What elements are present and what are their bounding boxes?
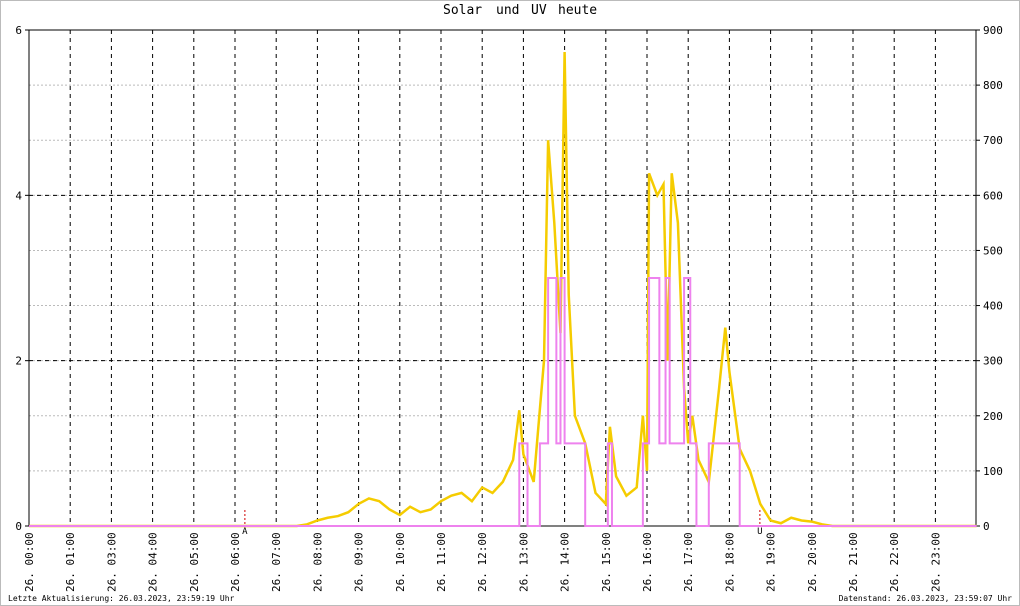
x-tick-label: 26. 20:00: [806, 532, 819, 592]
x-tick-label: 26. 16:00: [641, 532, 654, 592]
x-tick-label: 26. 04:00: [147, 532, 160, 592]
y2-tick-label: 200: [983, 410, 1003, 423]
x-tick-label: 26. 08:00: [311, 532, 324, 592]
x-tick-label: 26. 21:00: [847, 532, 860, 592]
x-tick-label: 26. 22:00: [888, 532, 901, 592]
x-tick-label: 26. 13:00: [517, 532, 530, 592]
footer-left: Letzte Aktualisierung: 26.03.2023, 23:59…: [8, 594, 235, 603]
y-tick-label: 0: [15, 520, 22, 533]
footer-right: Datenstand: 26.03.2023, 23:59:07 Uhr: [839, 594, 1013, 603]
x-tick-label: 26. 19:00: [765, 532, 778, 592]
x-tick-label: 26. 01:00: [64, 532, 77, 592]
x-tick-label: 26. 10:00: [394, 532, 407, 592]
x-tick-label: 26. 11:00: [435, 532, 448, 592]
x-tick-label: 26. 15:00: [600, 532, 613, 592]
y-tick-label: 6: [15, 24, 22, 37]
x-tick-label: 26. 17:00: [682, 532, 695, 592]
y2-tick-label: 500: [983, 244, 1003, 257]
x-tick-label: 26. 12:00: [476, 532, 489, 592]
x-tick-label: 26. 03:00: [105, 532, 118, 592]
y2-tick-label: 900: [983, 24, 1003, 37]
y2-tick-label: 400: [983, 300, 1003, 313]
y2-tick-label: 300: [983, 355, 1003, 368]
annotation: U: [757, 527, 762, 537]
x-tick-label: 26. 14:00: [559, 532, 572, 592]
title-word: UV: [531, 3, 547, 18]
y2-tick-label: 0: [983, 520, 990, 533]
y2-tick-label: 700: [983, 134, 1003, 147]
x-tick-label: 26. 07:00: [270, 532, 283, 592]
x-tick-label: 26. 00:00: [23, 532, 36, 592]
x-tick-label: 26. 18:00: [723, 532, 736, 592]
annotation: A: [242, 527, 248, 537]
y2-tick-label: 100: [983, 465, 1003, 478]
title-word: Solar: [443, 3, 482, 18]
title-word: und: [496, 3, 519, 18]
title-word: heute: [558, 3, 597, 18]
x-tick-label: 26. 23:00: [929, 532, 942, 592]
y2-tick-label: 800: [983, 79, 1003, 92]
series-line: [29, 277, 977, 527]
x-tick-label: 26. 09:00: [353, 532, 366, 592]
y-tick-label: 4: [15, 189, 22, 202]
x-tick-label: 26. 06:00: [229, 532, 242, 592]
x-tick-label: 26. 05:00: [188, 532, 201, 592]
y2-tick-label: 600: [983, 189, 1003, 202]
y-tick-label: 2: [15, 355, 22, 368]
